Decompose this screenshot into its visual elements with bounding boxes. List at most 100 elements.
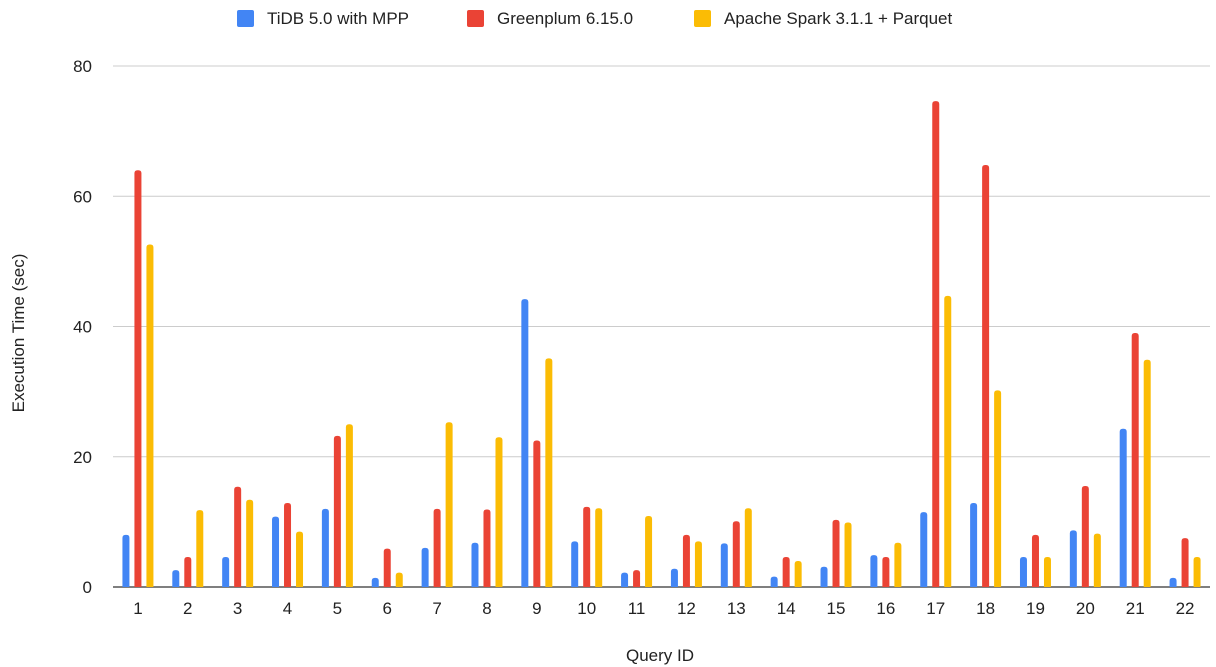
x-tick-label: 17 <box>926 599 945 618</box>
x-tick-label: 11 <box>628 599 646 618</box>
bar-spark-q17 <box>944 295 952 587</box>
grid-lines <box>113 65 1210 588</box>
bar-tidb-q14 <box>770 576 778 587</box>
bar-spark-q9 <box>545 358 553 587</box>
bar-spark-q16 <box>894 542 902 587</box>
bar-spark-q19 <box>1043 557 1051 587</box>
bar-greenplum-q9 <box>533 440 541 587</box>
bar-spark-q22 <box>1193 557 1201 587</box>
y-axis-ticks: 0 20 40 60 80 <box>73 57 92 597</box>
y-tick-label: 20 <box>73 448 92 467</box>
x-tick-label: 6 <box>383 599 392 618</box>
bar-greenplum-q7 <box>433 508 441 587</box>
x-tick-label: 20 <box>1076 599 1095 618</box>
x-tick-label: 8 <box>482 599 491 618</box>
bar-greenplum-q22 <box>1181 538 1189 587</box>
bar-tidb-q9 <box>521 299 529 587</box>
bar-spark-q4 <box>296 531 304 587</box>
x-tick-label: 4 <box>283 599 292 618</box>
x-tick-label: 5 <box>333 599 342 618</box>
bar-spark-q1 <box>146 244 154 587</box>
x-axis-ticks: 1 2 3 4 5 6 7 8 9 10 11 12 13 14 15 16 17 18 19 20 21 22 <box>133 599 1194 618</box>
x-tick-label: 1 <box>133 599 142 618</box>
bar-greenplum-q5 <box>333 435 341 587</box>
bar-spark-q14 <box>794 560 802 587</box>
legend: TiDB 5.0 with MPP Greenplum 6.15.0 Apache … <box>237 9 953 28</box>
bar-greenplum-q4 <box>284 502 292 587</box>
y-axis-label: Execution Time (sec) <box>9 254 28 413</box>
bar-tidb-q20 <box>1069 530 1077 587</box>
bar-spark-q7 <box>445 422 453 587</box>
bar-spark-q15 <box>844 522 852 587</box>
x-tick-label: 18 <box>976 599 995 618</box>
bars <box>122 101 1201 588</box>
bar-tidb-q7 <box>421 547 429 587</box>
y-tick-label: 0 <box>83 578 92 597</box>
y-tick-label: 60 <box>73 187 92 206</box>
bar-greenplum-q12 <box>682 534 690 587</box>
bar-greenplum-q21 <box>1131 333 1139 587</box>
bar-greenplum-q3 <box>234 486 242 587</box>
bar-tidb-q22 <box>1169 577 1177 587</box>
bar-greenplum-q19 <box>1031 534 1039 587</box>
bar-greenplum-q6 <box>383 548 391 587</box>
legend-label-spark: Apache Spark 3.1.1 + Parquet <box>724 9 953 28</box>
bar-spark-q12 <box>694 541 702 587</box>
x-tick-label: 22 <box>1176 599 1195 618</box>
bar-tidb-q18 <box>970 502 978 587</box>
bar-spark-q10 <box>595 508 603 587</box>
bar-greenplum-q11 <box>633 570 641 587</box>
x-tick-label: 19 <box>1026 599 1045 618</box>
bar-spark-q11 <box>645 516 653 587</box>
bar-tidb-q11 <box>621 572 629 587</box>
bar-spark-q21 <box>1143 359 1151 587</box>
x-tick-label: 3 <box>233 599 242 618</box>
bar-tidb-q4 <box>272 516 280 587</box>
x-axis-label: Query ID <box>626 646 694 665</box>
bar-spark-q5 <box>345 424 353 587</box>
bar-tidb-q16 <box>870 555 878 587</box>
x-tick-label: 12 <box>677 599 696 618</box>
bar-tidb-q12 <box>670 568 678 587</box>
legend-label-tidb: TiDB 5.0 with MPP <box>267 9 409 28</box>
bar-greenplum-q20 <box>1081 486 1089 587</box>
bar-spark-q20 <box>1093 533 1101 587</box>
bar-greenplum-q16 <box>882 557 890 587</box>
bar-spark-q13 <box>744 508 752 587</box>
bar-greenplum-q2 <box>184 557 192 587</box>
x-tick-label: 21 <box>1126 599 1145 618</box>
bar-spark-q2 <box>196 510 204 587</box>
bar-greenplum-q8 <box>483 509 491 587</box>
x-tick-label: 2 <box>183 599 192 618</box>
bar-tidb-q5 <box>321 508 329 587</box>
legend-swatch-spark <box>694 10 711 27</box>
x-tick-label: 16 <box>876 599 895 618</box>
bar-spark-q18 <box>994 390 1002 587</box>
bar-tidb-q2 <box>172 570 180 587</box>
bar-tidb-q10 <box>571 541 579 587</box>
bar-spark-q8 <box>495 437 503 587</box>
bar-tidb-q13 <box>720 543 728 587</box>
bar-greenplum-q17 <box>932 101 940 587</box>
bar-tidb-q19 <box>1019 557 1027 587</box>
x-tick-label: 13 <box>727 599 746 618</box>
x-tick-label: 15 <box>827 599 846 618</box>
legend-swatch-greenplum <box>467 10 484 27</box>
legend-label-greenplum: Greenplum 6.15.0 <box>497 9 633 28</box>
y-tick-label: 40 <box>73 318 92 337</box>
bar-greenplum-q1 <box>134 170 142 587</box>
legend-swatch-tidb <box>237 10 254 27</box>
y-tick-label: 80 <box>73 57 92 76</box>
bar-tidb-q1 <box>122 534 130 587</box>
bar-greenplum-q15 <box>832 519 840 587</box>
x-tick-label: 10 <box>577 599 596 618</box>
bar-greenplum-q10 <box>583 506 591 587</box>
bar-greenplum-q14 <box>782 557 790 587</box>
x-tick-label: 7 <box>432 599 441 618</box>
bar-greenplum-q18 <box>982 164 990 588</box>
x-tick-label: 14 <box>777 599 796 618</box>
bar-tidb-q6 <box>371 577 379 587</box>
bar-greenplum-q13 <box>732 521 740 587</box>
bar-spark-q3 <box>246 499 254 587</box>
